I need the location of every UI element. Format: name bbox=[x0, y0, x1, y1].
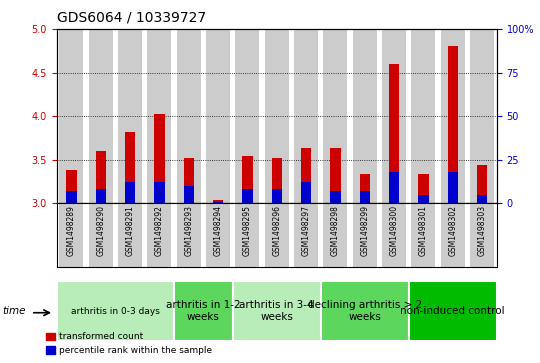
Bar bbox=[330, 191, 341, 203]
Bar bbox=[353, 29, 377, 203]
Bar bbox=[418, 174, 429, 203]
Text: arthritis in 0-3 days: arthritis in 0-3 days bbox=[71, 307, 160, 316]
Bar bbox=[118, 29, 142, 203]
Bar bbox=[66, 191, 77, 203]
Bar bbox=[184, 186, 194, 203]
Bar bbox=[323, 29, 347, 203]
Bar bbox=[389, 172, 399, 203]
Text: declining arthritis > 2
weeks: declining arthritis > 2 weeks bbox=[308, 301, 422, 322]
Text: GSM1498302: GSM1498302 bbox=[448, 205, 457, 256]
Text: GSM1498289: GSM1498289 bbox=[67, 205, 76, 256]
Bar bbox=[154, 114, 165, 203]
Bar bbox=[242, 189, 253, 203]
Text: GDS6064 / 10339727: GDS6064 / 10339727 bbox=[57, 11, 206, 25]
Bar bbox=[389, 64, 399, 203]
Bar bbox=[360, 174, 370, 203]
Text: GSM1498298: GSM1498298 bbox=[331, 205, 340, 256]
Bar bbox=[265, 29, 289, 203]
Bar bbox=[154, 182, 165, 203]
Text: GSM1498300: GSM1498300 bbox=[390, 205, 399, 256]
Bar bbox=[272, 189, 282, 203]
Bar bbox=[184, 158, 194, 203]
Bar bbox=[353, 203, 377, 267]
Bar bbox=[147, 203, 171, 267]
Text: GSM1498296: GSM1498296 bbox=[272, 205, 281, 256]
Text: GSM1498299: GSM1498299 bbox=[360, 205, 369, 256]
Bar bbox=[323, 203, 347, 267]
Bar bbox=[360, 191, 370, 203]
Bar bbox=[96, 189, 106, 203]
Text: GSM1498294: GSM1498294 bbox=[214, 205, 222, 256]
Bar bbox=[477, 165, 487, 203]
Bar bbox=[66, 170, 77, 203]
Bar bbox=[125, 132, 135, 203]
Bar bbox=[233, 281, 321, 341]
Bar bbox=[174, 281, 233, 341]
Bar bbox=[89, 29, 113, 203]
Bar bbox=[470, 29, 494, 203]
Text: arthritis in 1-2
weeks: arthritis in 1-2 weeks bbox=[166, 301, 241, 322]
Bar bbox=[382, 29, 406, 203]
Bar bbox=[125, 182, 135, 203]
Text: GSM1498301: GSM1498301 bbox=[419, 205, 428, 256]
Bar bbox=[409, 281, 497, 341]
Bar bbox=[118, 203, 142, 267]
Bar bbox=[272, 158, 282, 203]
Bar bbox=[147, 29, 171, 203]
Bar bbox=[265, 203, 289, 267]
Legend: transformed count, percentile rank within the sample: transformed count, percentile rank withi… bbox=[42, 329, 215, 359]
Bar bbox=[477, 195, 487, 203]
Bar bbox=[206, 203, 230, 267]
Text: GSM1498290: GSM1498290 bbox=[96, 205, 105, 256]
Bar bbox=[235, 29, 259, 203]
Bar bbox=[330, 147, 341, 203]
Text: GSM1498303: GSM1498303 bbox=[478, 205, 487, 256]
Bar bbox=[206, 29, 230, 203]
Bar bbox=[59, 203, 83, 267]
Bar bbox=[301, 182, 311, 203]
Text: time: time bbox=[3, 306, 26, 316]
Bar bbox=[57, 281, 174, 341]
Bar bbox=[470, 203, 494, 267]
Bar bbox=[382, 203, 406, 267]
Bar bbox=[441, 203, 465, 267]
Text: GSM1498292: GSM1498292 bbox=[155, 205, 164, 256]
Bar bbox=[294, 29, 318, 203]
Bar bbox=[411, 203, 435, 267]
Bar bbox=[213, 200, 223, 203]
Bar bbox=[177, 29, 201, 203]
Bar bbox=[448, 172, 458, 203]
Text: arthritis in 3-4
weeks: arthritis in 3-4 weeks bbox=[239, 301, 314, 322]
Text: GSM1498293: GSM1498293 bbox=[184, 205, 193, 256]
Bar bbox=[301, 147, 311, 203]
Bar bbox=[441, 29, 465, 203]
Bar bbox=[177, 203, 201, 267]
Text: non-induced control: non-induced control bbox=[401, 306, 505, 316]
Text: GSM1498291: GSM1498291 bbox=[125, 205, 134, 256]
Bar bbox=[418, 195, 429, 203]
Bar bbox=[96, 151, 106, 203]
Text: GSM1498297: GSM1498297 bbox=[301, 205, 310, 256]
Bar bbox=[59, 29, 83, 203]
Bar bbox=[448, 46, 458, 203]
Bar bbox=[321, 281, 409, 341]
Bar bbox=[294, 203, 318, 267]
Bar bbox=[411, 29, 435, 203]
Bar bbox=[89, 203, 113, 267]
Text: GSM1498295: GSM1498295 bbox=[243, 205, 252, 256]
Bar bbox=[235, 203, 259, 267]
Bar bbox=[242, 156, 253, 203]
